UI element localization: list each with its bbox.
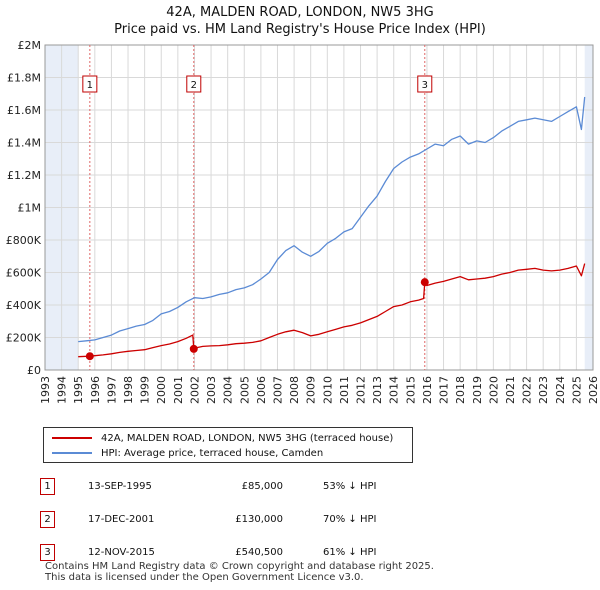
footer-line-2: This data is licensed under the Open Gov…: [45, 572, 364, 583]
x-tick-label: 2008: [288, 376, 301, 404]
x-tick-label: 1998: [122, 376, 135, 404]
y-tick-label: £1.8M: [7, 72, 41, 85]
x-tick-label: 2014: [388, 376, 401, 404]
table-row: 1 13-SEP-1995 £85,000 53% ↓ HPI: [40, 470, 376, 503]
sale-hpi-diff: 53% ↓ HPI: [323, 481, 377, 492]
x-tick-label: 1999: [139, 376, 152, 404]
sale-date: 17-DEC-2001: [88, 514, 155, 525]
price-chart: 1993 1994 1995 1996 1997 1998 1999 2000 2001 2002…: [6, 39, 600, 404]
sale-marker-box: [82, 75, 98, 93]
legend-swatch-hpi: [52, 452, 92, 454]
x-tick-label: 1997: [105, 376, 118, 404]
y-tick-label: £1.2M: [7, 169, 41, 182]
table-row: 3 12-NOV-2015 £540,500 61% ↓ HPI: [40, 536, 376, 569]
x-tick-label: 1993: [39, 376, 52, 404]
legend-swatch-property: [52, 437, 92, 439]
sale-marker-box: [186, 75, 202, 93]
x-tick-label: 2020: [487, 376, 500, 404]
title-line-2: Price paid vs. HM Land Registry's House …: [114, 22, 486, 37]
y-tick-label: £2M: [18, 39, 42, 52]
footer-line-1: Contains HM Land Registry data © Crown c…: [45, 561, 434, 572]
sale-number-badge: 3: [40, 544, 55, 561]
sale-hpi-diff: 70% ↓ HPI: [323, 514, 377, 525]
x-tick-label: 2005: [238, 376, 251, 404]
sale-marker-label: 3: [422, 80, 428, 91]
x-tick-label: 2018: [454, 376, 467, 404]
x-tick-label: 2003: [205, 376, 218, 404]
x-tick-label: 2002: [188, 376, 201, 404]
x-tick-label: 2001: [172, 376, 185, 404]
x-tick-label: 2019: [471, 376, 484, 404]
y-tick-label: £1.4M: [7, 137, 41, 150]
sale-point: [420, 278, 429, 287]
property-series-line: [78, 263, 586, 358]
chart-title: 42A, MALDEN ROAD, LONDON, NW5 3HG Price …: [0, 4, 600, 38]
y-tick-label: £1.6M: [7, 104, 41, 117]
table-row: 2 17-DEC-2001 £130,000 70% ↓ HPI: [40, 503, 376, 536]
x-tick-label: 2025: [570, 376, 583, 404]
legend-item-property: 42A, MALDEN ROAD, LONDON, NW5 3HG (terra…: [52, 431, 393, 445]
footer-attribution: Contains HM Land Registry data © Crown c…: [45, 561, 434, 583]
hpi-series-line: [78, 96, 586, 343]
x-tick-label: 2000: [155, 376, 168, 404]
x-tick-label: 2007: [271, 376, 284, 404]
y-tick-label: £800K: [6, 234, 42, 247]
x-tick-label: 2010: [321, 376, 334, 404]
x-tick-label: 1994: [56, 376, 69, 404]
chart-legend: 42A, MALDEN ROAD, LONDON, NW5 3HG (terra…: [43, 427, 413, 463]
x-tick-label: 2026: [587, 376, 600, 404]
x-tick-label: 2022: [521, 376, 534, 404]
sale-number-badge: 1: [40, 478, 55, 495]
sale-price: £540,500: [235, 547, 283, 558]
x-tick-label: 2004: [222, 376, 235, 404]
sale-price: £85,000: [241, 481, 283, 492]
x-tick-label: 2017: [438, 376, 451, 404]
x-tick-label: 2024: [554, 376, 567, 404]
sale-marker-label: 1: [87, 80, 93, 91]
y-tick-label: £400K: [6, 299, 42, 312]
sale-point: [85, 352, 94, 361]
x-tick-label: 1995: [72, 376, 85, 404]
sale-price: £130,000: [235, 514, 283, 525]
x-tick-label: 2011: [338, 376, 351, 404]
x-tick-label: 2013: [371, 376, 384, 404]
legend-label-property: 42A, MALDEN ROAD, LONDON, NW5 3HG (terra…: [101, 432, 394, 444]
y-tick-label: £1M: [18, 202, 42, 215]
sale-point: [189, 344, 198, 353]
x-tick-label: 2023: [537, 376, 550, 404]
legend-label-hpi: HPI: Average price, terraced house, Camd…: [101, 447, 324, 459]
x-tick-label: 2015: [404, 376, 417, 404]
x-tick-label: 2012: [355, 376, 368, 404]
y-tick-label: £0: [27, 364, 41, 377]
x-tick-label: 2021: [504, 376, 517, 404]
plot-border: [44, 44, 594, 371]
sale-number-badge: 2: [40, 511, 55, 528]
y-tick-label: £200K: [6, 332, 42, 345]
title-line-1: 42A, MALDEN ROAD, LONDON, NW5 3HG: [166, 5, 434, 20]
x-tick-label: 2009: [305, 376, 318, 404]
x-tick-label: 2016: [421, 376, 434, 404]
x-tick-label: 1996: [89, 376, 102, 404]
sale-hpi-diff: 61% ↓ HPI: [323, 547, 377, 558]
sales-table: 1 13-SEP-1995 £85,000 53% ↓ HPI 2 17-DEC…: [40, 470, 376, 569]
x-tick-label: 2006: [255, 376, 268, 404]
legend-item-hpi: HPI: Average price, terraced house, Camd…: [52, 446, 323, 460]
y-tick-label: £600K: [6, 267, 42, 280]
sale-marker-label: 2: [191, 80, 197, 91]
sale-date: 13-SEP-1995: [88, 481, 152, 492]
sale-date: 12-NOV-2015: [88, 547, 155, 558]
sale-marker-box: [417, 75, 433, 93]
